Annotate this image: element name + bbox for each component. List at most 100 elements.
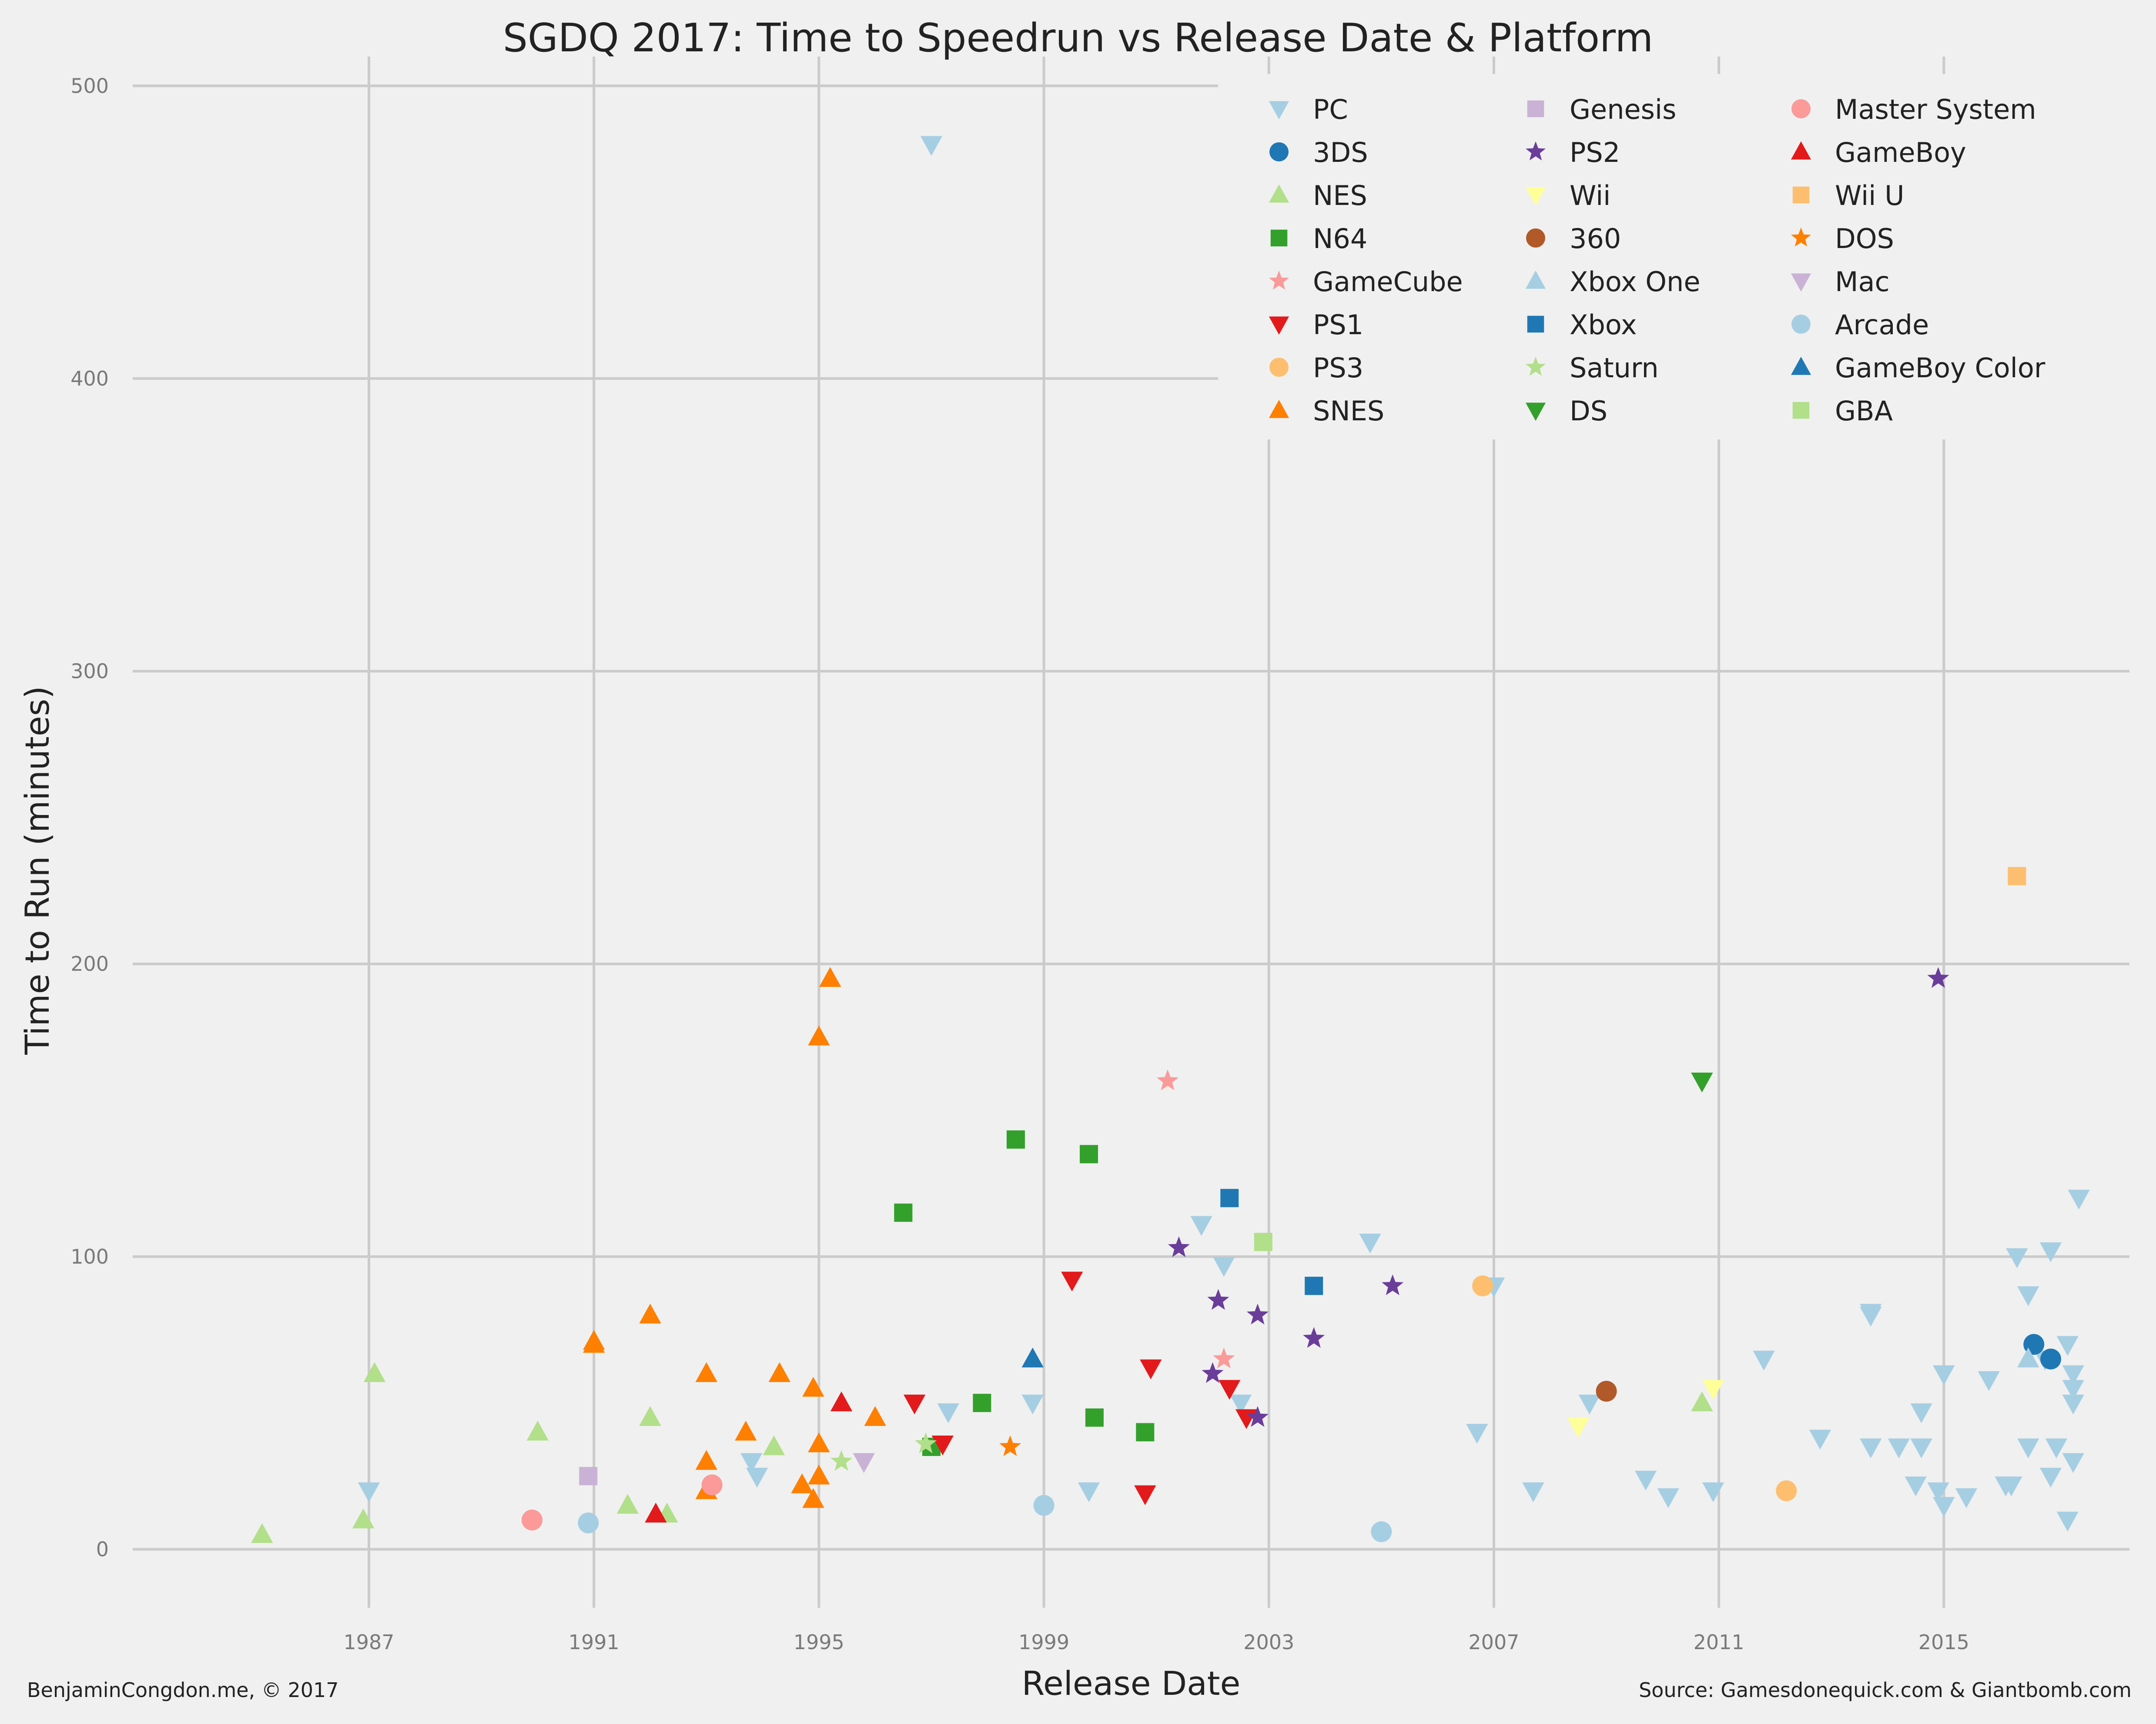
legend-marker-ps2 <box>1526 141 1546 161</box>
point-pc <box>1888 1438 1910 1459</box>
point-3ds <box>2040 1348 2061 1370</box>
point-pc <box>1657 1488 1679 1508</box>
point-pc <box>1021 1394 1044 1415</box>
legend-marker-wii-u <box>1792 186 1810 204</box>
legend-label-wii: Wii <box>1570 180 1610 211</box>
legend-label-xbox-one: Xbox One <box>1570 266 1701 298</box>
point-ps1 <box>1219 1380 1241 1400</box>
x-tick-label: 1987 <box>344 1630 395 1654</box>
legend-marker-gamecube <box>1269 270 1289 290</box>
chart-title: SGDQ 2017: Time to Speedrun vs Release D… <box>503 15 1653 61</box>
point-gamecube <box>1156 1069 1179 1090</box>
legend-marker-gameboy <box>1791 141 1811 160</box>
legend-marker-ds <box>1525 402 1546 421</box>
point-master-system <box>701 1474 723 1496</box>
point-pc <box>1702 1482 1724 1503</box>
point-n64 <box>894 1203 913 1222</box>
point-pc <box>1078 1482 1100 1503</box>
legend-marker-xbox <box>1527 315 1544 333</box>
point-saturn <box>830 1450 853 1471</box>
point-360 <box>1596 1381 1617 1402</box>
point-nes <box>763 1435 785 1456</box>
point-pc <box>2056 1512 2079 1532</box>
point-gameboy-color <box>1021 1347 1044 1368</box>
point-pc <box>2068 1190 2090 1210</box>
legend-marker-n64 <box>1270 229 1288 247</box>
data-points <box>251 136 2090 1543</box>
point-snes <box>735 1421 757 1441</box>
point-saturn <box>915 1432 937 1453</box>
point-arcade <box>1371 1521 1392 1543</box>
legend-marker-arcade <box>1791 315 1811 334</box>
legend-marker-dos <box>1791 227 1811 247</box>
y-tick-label: 400 <box>70 367 109 390</box>
point-pc <box>2062 1394 2084 1415</box>
y-tick-label: 200 <box>70 952 109 976</box>
point-pc <box>1809 1429 1831 1450</box>
y-tick-label: 500 <box>70 74 109 97</box>
point-snes <box>808 1025 830 1046</box>
point-pc <box>2039 1468 2062 1488</box>
point-ps2 <box>1202 1362 1224 1383</box>
point-pc <box>1910 1438 1932 1459</box>
point-snes <box>808 1432 830 1452</box>
point-pc <box>2006 1248 2028 1268</box>
point-master-system <box>522 1509 542 1531</box>
point-nes <box>616 1494 639 1514</box>
x-tick-label: 1991 <box>569 1630 619 1654</box>
legend-label-ps3: PS3 <box>1313 352 1363 384</box>
point-pc <box>1927 1482 1949 1503</box>
point-xbox <box>1220 1189 1239 1207</box>
legend-label-gba: GBA <box>1835 395 1893 427</box>
y-tick-label: 0 <box>96 1537 109 1561</box>
x-tick-label: 2007 <box>1468 1630 1519 1654</box>
legend-marker-xbox-one <box>1525 270 1546 289</box>
point-pc <box>2017 1286 2039 1306</box>
x-tick-label: 2003 <box>1243 1630 1294 1654</box>
legend-label-master-system: Master System <box>1835 94 2036 125</box>
legend-label-360: 360 <box>1570 223 1621 255</box>
point-pc <box>2062 1365 2084 1385</box>
legend-label-snes: SNES <box>1313 395 1384 427</box>
point-pc <box>1933 1497 1955 1517</box>
point-pc <box>2039 1242 2062 1262</box>
x-tick-label: 2015 <box>1918 1630 1969 1654</box>
point-pc <box>2062 1453 2084 1473</box>
legend-label-gameboy-color: GameBoy Color <box>1835 352 2046 384</box>
point-nes <box>363 1362 386 1382</box>
y-tick-label: 100 <box>70 1245 109 1268</box>
point-snes <box>768 1362 791 1382</box>
legend-label-gamecube: GameCube <box>1313 266 1463 298</box>
point-pc <box>1578 1394 1600 1415</box>
footer-credit: BenjaminCongdon.me, © 2017 <box>27 1678 339 1702</box>
point-ps1 <box>931 1436 954 1456</box>
point-snes <box>791 1473 813 1493</box>
point-ps2 <box>1927 967 1949 988</box>
point-pc <box>1753 1351 1775 1371</box>
point-xbox <box>1305 1277 1323 1295</box>
point-arcade <box>578 1512 599 1533</box>
point-pc <box>2062 1380 2084 1400</box>
point-ps2 <box>1303 1327 1325 1348</box>
point-snes <box>802 1488 824 1508</box>
point-wii <box>1702 1380 1724 1400</box>
point-n64 <box>973 1394 991 1412</box>
point-pc <box>1190 1216 1212 1236</box>
legend-marker-nes <box>1269 184 1289 203</box>
point-snes <box>583 1330 605 1350</box>
point-pc <box>1978 1371 2000 1391</box>
point-snes <box>639 1303 661 1324</box>
point-nes <box>639 1406 661 1426</box>
point-n64 <box>1080 1145 1098 1164</box>
legend-label-n64: N64 <box>1313 223 1367 255</box>
tick-labels: 0 100 200 300 400 500 1987 1991 1995 1999 2003 2007… <box>70 74 1969 1654</box>
legend-label-dos: DOS <box>1835 223 1894 255</box>
legend-background <box>1218 74 2132 439</box>
point-snes <box>695 1362 718 1382</box>
point-ps2 <box>1207 1289 1229 1310</box>
legend-label-xbox: Xbox <box>1570 309 1637 341</box>
point-pc <box>1466 1424 1488 1444</box>
point-pc <box>746 1468 768 1488</box>
point-n64 <box>1006 1130 1025 1149</box>
